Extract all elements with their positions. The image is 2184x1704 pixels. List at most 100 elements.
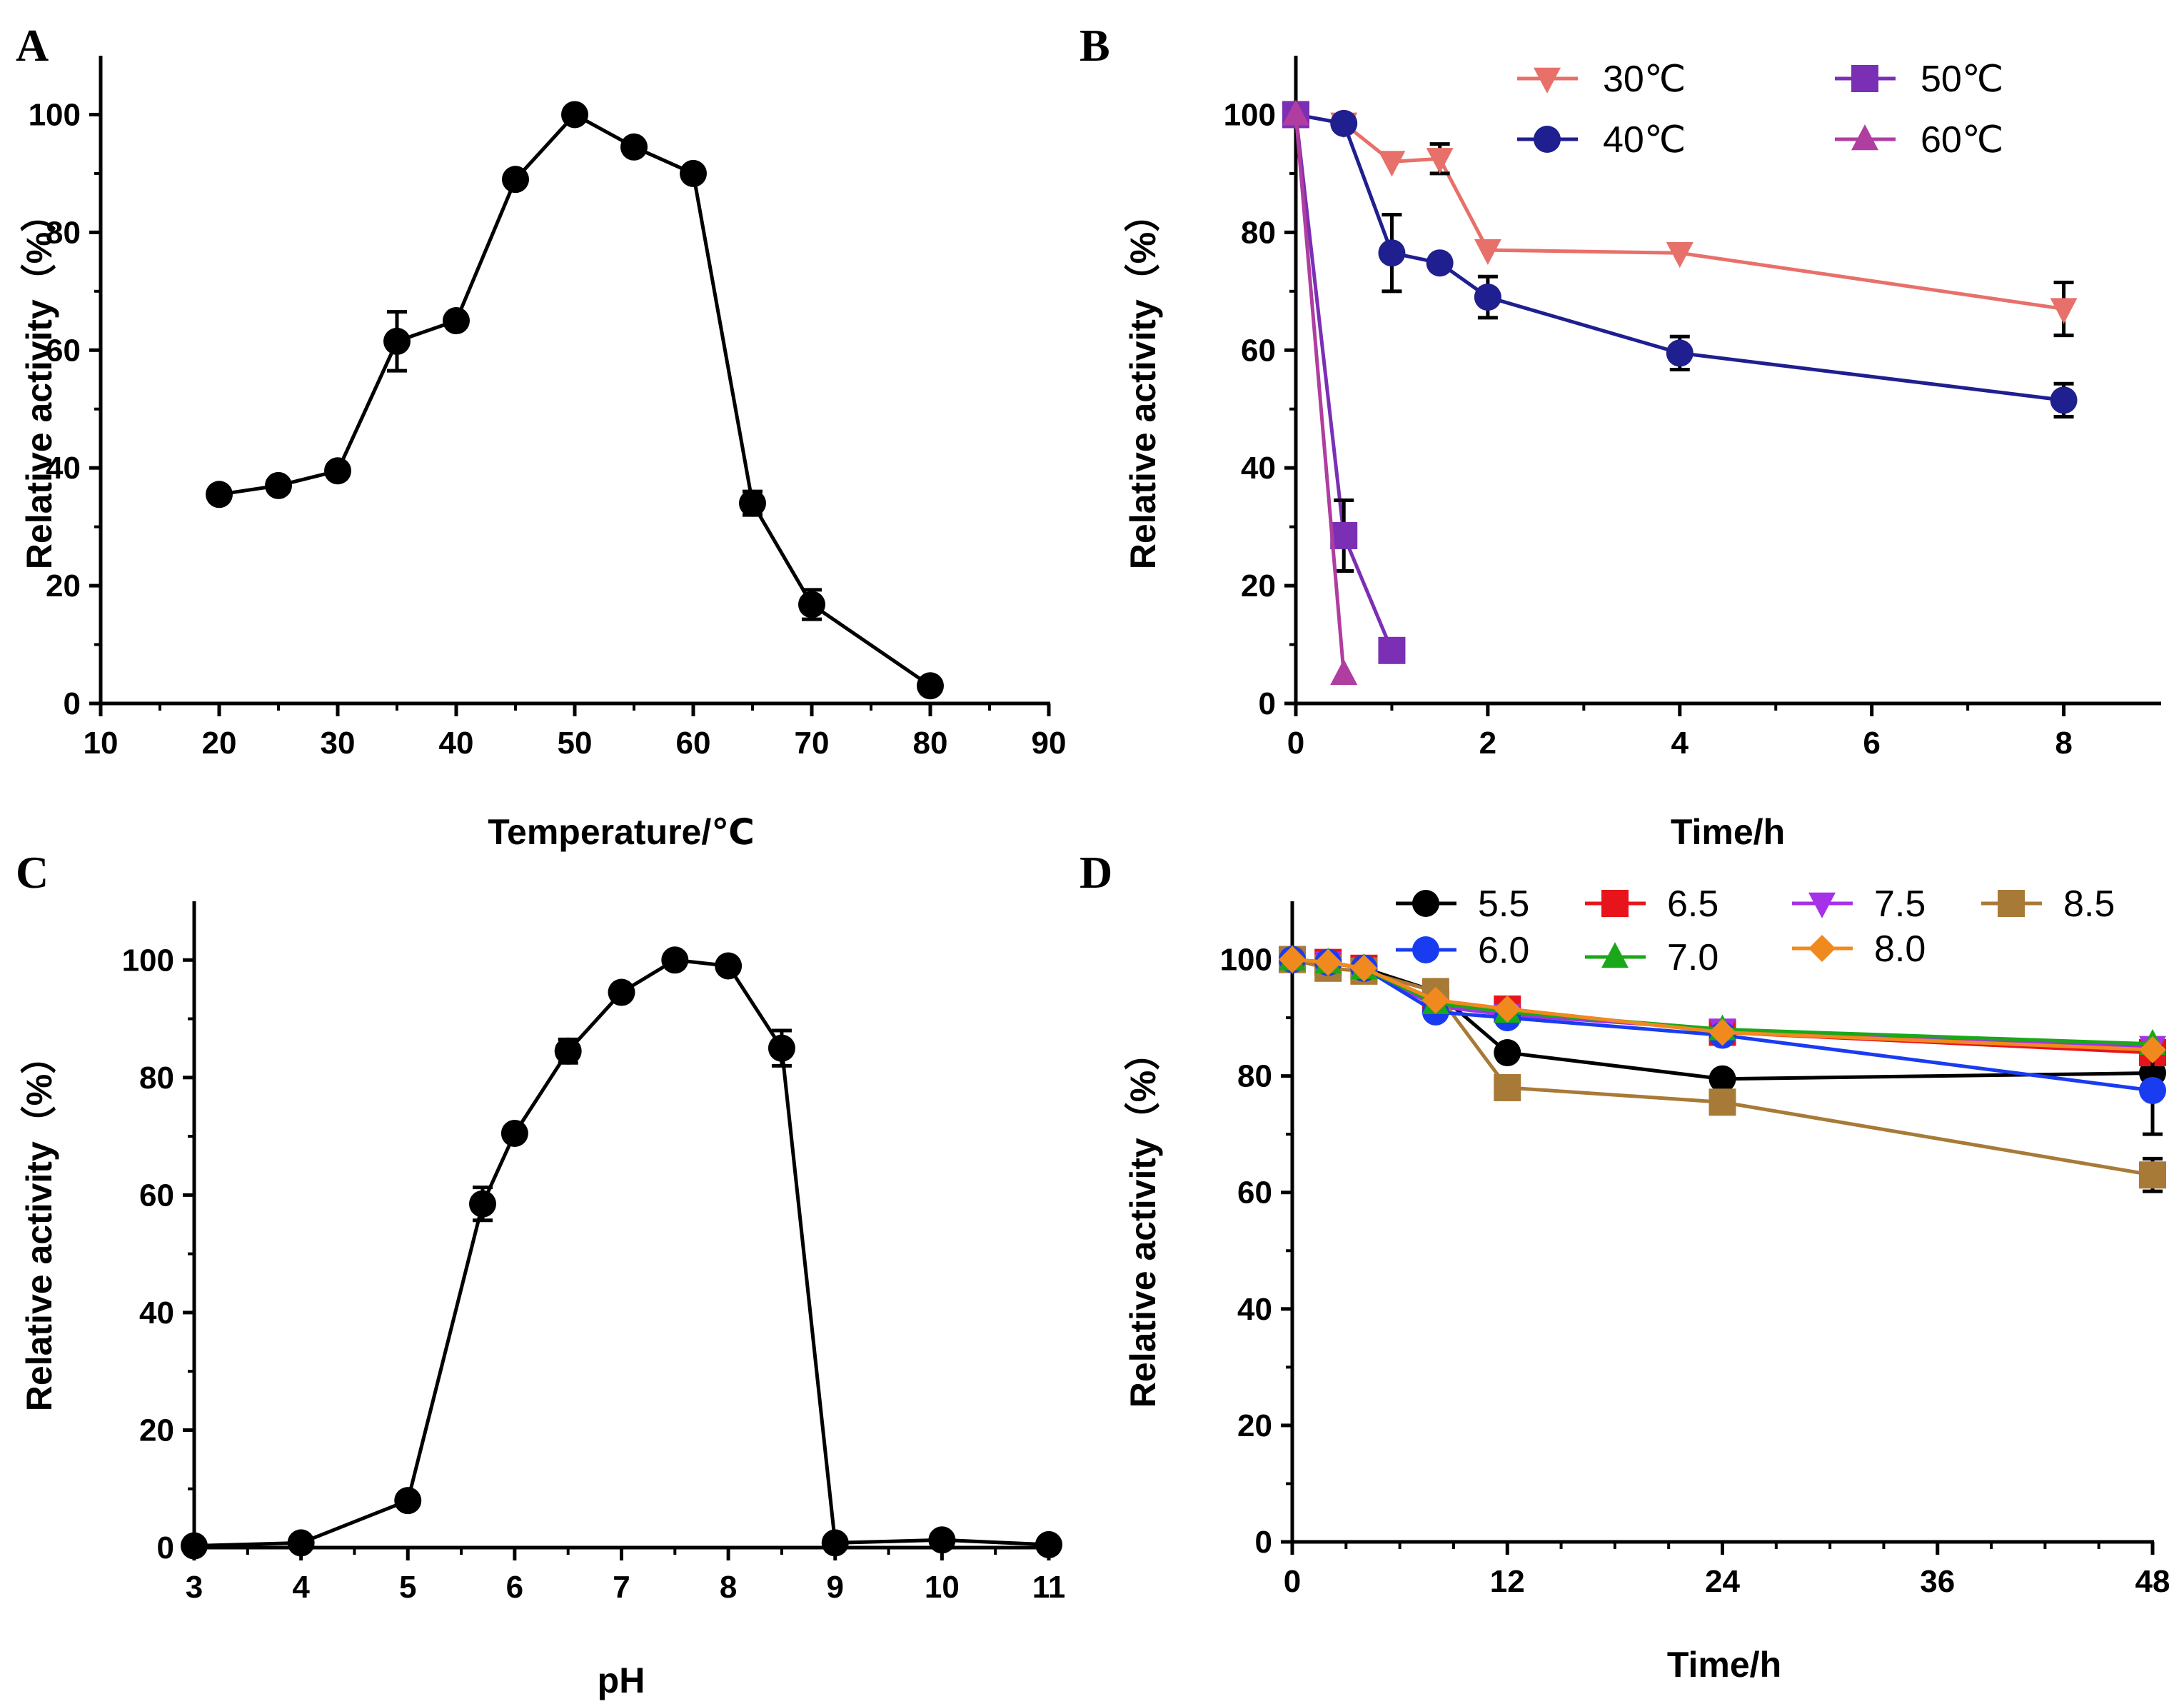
y-tick-label: 0	[157, 1530, 174, 1565]
data-point	[1666, 339, 1694, 367]
x-tick-label: 60	[676, 726, 711, 761]
x-tick-label: 2	[1479, 726, 1496, 761]
legend-marker	[1808, 892, 1836, 918]
x-tick-label: 12	[1490, 1564, 1525, 1599]
y-tick-label: 20	[1237, 1408, 1272, 1443]
x-tick-label: 8	[720, 1570, 737, 1605]
data-point	[1378, 636, 1406, 664]
data-point	[383, 327, 411, 355]
y-tick-label: 20	[1241, 568, 1276, 603]
data-point	[1426, 148, 1454, 174]
data-point	[1474, 239, 1501, 265]
legend-label: 8.0	[1874, 928, 1926, 970]
panel-letter: D	[1080, 847, 1112, 898]
x-tick-label: 5	[399, 1570, 416, 1605]
legend: 5.5 6.5 7.5 8.5 6.0 7.0 8.0	[1396, 883, 2115, 978]
legend-marker	[1534, 126, 1561, 153]
y-tick-label: 40	[46, 451, 81, 486]
legend-marker	[1412, 936, 1439, 963]
data-point	[928, 1526, 956, 1554]
data-point	[2139, 1077, 2166, 1105]
data-point	[1666, 242, 1694, 269]
data-point	[206, 481, 233, 508]
y-tick-label: 80	[46, 215, 81, 250]
series-activity	[206, 101, 944, 700]
x-tick-label: 90	[1032, 726, 1067, 761]
data-point	[324, 457, 351, 485]
data-point	[917, 672, 944, 700]
panel-b: B 0 20 40 60 80 100 0 2 4 6 8 Time/h Relative activit…	[1080, 20, 2161, 852]
x-tick-label: 4	[292, 1570, 310, 1605]
y-tick-label: 100	[122, 943, 174, 978]
y-tick-label: 40	[1237, 1292, 1272, 1327]
data-point	[265, 471, 292, 499]
y-tick-label: 0	[1255, 1525, 1272, 1560]
x-tick-label: 8	[2055, 726, 2072, 761]
data-point	[680, 159, 707, 187]
x-tick-label: 0	[1287, 726, 1304, 761]
data-point	[1426, 249, 1454, 277]
legend: 30℃ 40℃ 50℃ 60℃	[1517, 59, 2003, 161]
series-8.0	[1279, 946, 2166, 1063]
x-axis-label: pH	[598, 1660, 645, 1700]
data-point	[1494, 995, 1521, 1023]
y-tick-label: 60	[139, 1178, 174, 1213]
x-tick-label: 7	[613, 1570, 630, 1605]
data-point	[1474, 284, 1501, 311]
data-point	[715, 952, 743, 980]
legend-label: 5.5	[1478, 883, 1529, 925]
x-tick-label: 20	[202, 726, 237, 761]
x-axis-label: Time/h	[1667, 1645, 1781, 1685]
data-point	[1709, 1018, 1736, 1046]
legend-marker	[1601, 942, 1629, 968]
y-tick-label: 40	[139, 1295, 174, 1330]
legend-label: 7.0	[1667, 937, 1718, 978]
y-tick-label: 60	[1237, 1176, 1272, 1211]
x-tick-label: 40	[439, 726, 474, 761]
x-tick-label: 30	[321, 726, 356, 761]
data-point	[443, 307, 470, 335]
legend-marker	[1412, 890, 1439, 917]
y-tick-label: 0	[64, 686, 81, 721]
y-tick-label: 60	[1241, 333, 1276, 368]
data-point	[394, 1487, 422, 1515]
y-tick-label: 100	[1220, 943, 1272, 978]
data-point	[1330, 658, 1358, 685]
x-tick-label: 6	[506, 1570, 523, 1605]
y-tick-label: 40	[1241, 451, 1276, 486]
data-point	[554, 1037, 582, 1065]
legend-label: 30℃	[1603, 59, 1686, 100]
x-tick-label: 10	[84, 726, 119, 761]
data-point	[661, 946, 689, 974]
panel-d: D 0 20 40 60 80 100 0 12 24 36 48 Time/h Relative act…	[1080, 847, 2170, 1685]
data-point	[1330, 522, 1358, 550]
legend-marker	[1534, 67, 1561, 94]
y-tick-label: 80	[1237, 1059, 1272, 1094]
data-point	[1709, 1065, 1736, 1093]
data-point	[181, 1532, 208, 1560]
x-axis-label: Time/h	[1671, 812, 1785, 852]
data-point	[2050, 298, 2078, 324]
legend-label: 40℃	[1603, 119, 1686, 161]
x-tick-label: 3	[186, 1570, 203, 1605]
data-point	[739, 489, 766, 517]
data-point	[1282, 99, 1309, 126]
data-point	[1378, 239, 1406, 267]
data-point	[1494, 1073, 1521, 1101]
data-point	[1279, 946, 1306, 973]
data-point	[1494, 1039, 1521, 1067]
x-tick-label: 24	[1705, 1564, 1740, 1599]
y-tick-label: 60	[46, 333, 81, 368]
x-tick-label: 6	[1863, 726, 1880, 761]
data-point	[500, 1119, 528, 1147]
panel-letter: B	[1080, 20, 1110, 71]
x-axis-label: Temperature/℃	[488, 812, 755, 852]
data-point	[1035, 1530, 1062, 1558]
panel-letter: A	[16, 20, 49, 71]
legend-marker	[1851, 65, 1878, 92]
data-point	[1314, 948, 1342, 976]
data-point	[798, 591, 825, 618]
panel-c: C 0 20 40 60 80 100 3 4 5 6 7 8 9 10 11 pH Relative activ…	[16, 847, 1065, 1700]
legend-label: 8.5	[2063, 883, 2115, 925]
